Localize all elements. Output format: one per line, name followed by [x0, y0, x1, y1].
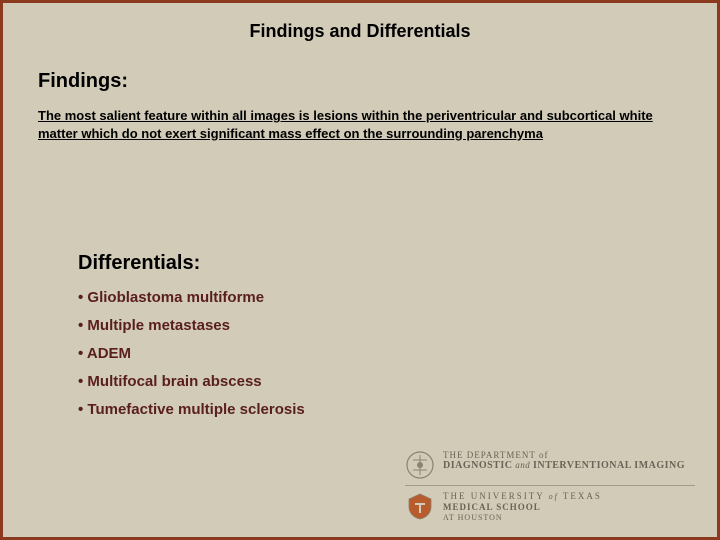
dept-name-part: INTERVENTIONAL IMAGING: [533, 460, 685, 471]
uni-part: TEXAS: [563, 491, 602, 501]
dept-name-part: DIAGNOSTIC: [443, 460, 512, 471]
school-name: MEDICAL SCHOOL: [443, 502, 602, 513]
differential-item: • Multiple metastases: [78, 317, 717, 334]
dept-name: DIAGNOSTIC and INTERVENTIONAL IMAGING: [443, 460, 685, 471]
department-seal-icon: [405, 450, 435, 480]
differential-item: • Tumefactive multiple sclerosis: [78, 401, 717, 418]
dept-label: THE DEPARTMENT of: [443, 450, 685, 460]
slide-title: Findings and Differentials: [3, 21, 717, 42]
department-text: THE DEPARTMENT of DIAGNOSTIC and INTERVE…: [443, 450, 685, 471]
uni-part: THE UNIVERSITY: [443, 491, 549, 501]
university-name: THE UNIVERSITY of TEXAS: [443, 491, 602, 502]
school-location: AT HOUSTON: [443, 513, 602, 523]
differential-item: • Glioblastoma multiforme: [78, 289, 717, 306]
uni-of: of: [549, 492, 563, 501]
differential-item: • Multifocal brain abscess: [78, 373, 717, 390]
university-text: THE UNIVERSITY of TEXAS MEDICAL SCHOOL A…: [443, 491, 602, 524]
findings-body-text: The most salient feature within all imag…: [38, 107, 687, 142]
institution-logo-block: THE DEPARTMENT of DIAGNOSTIC and INTERVE…: [405, 450, 695, 524]
university-shield-icon: [405, 491, 435, 521]
dept-name-and: and: [512, 460, 533, 470]
findings-heading: Findings:: [38, 70, 717, 93]
university-logo-row: THE UNIVERSITY of TEXAS MEDICAL SCHOOL A…: [405, 491, 695, 524]
differentials-section: Differentials: • Glioblastoma multiforme…: [78, 252, 717, 418]
differential-item: • ADEM: [78, 345, 717, 362]
differentials-heading: Differentials:: [78, 252, 717, 275]
department-logo-row: THE DEPARTMENT of DIAGNOSTIC and INTERVE…: [405, 450, 695, 486]
